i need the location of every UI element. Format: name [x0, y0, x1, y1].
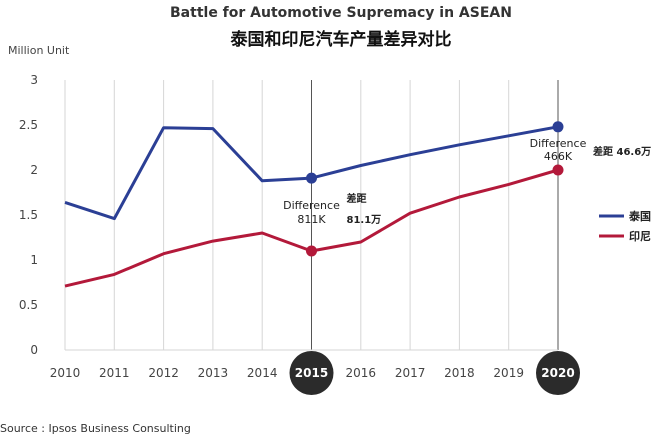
- data-point-2015: [306, 172, 317, 184]
- x-tick-label: 2017: [395, 366, 426, 380]
- data-point-2020: [552, 121, 564, 133]
- data-point-2020: [552, 164, 564, 176]
- legend-label: 印尼: [629, 230, 651, 243]
- y-tick-label: 2.5: [19, 118, 38, 132]
- x-tick-label: 2020: [541, 366, 574, 380]
- x-tick-label: 2014: [247, 366, 278, 380]
- annotation-cn-label: 差距: [347, 192, 367, 205]
- annotation-difference-value: 466K: [544, 150, 573, 163]
- annotation-cn-value: 差距 46.6万: [593, 145, 651, 158]
- x-tick-label: 2015: [295, 366, 328, 380]
- annotation-difference-value: 811K: [297, 213, 326, 226]
- y-tick-label: 0: [30, 343, 38, 357]
- annotation-difference-label: Difference: [530, 137, 587, 150]
- series-lines: [64, 121, 564, 288]
- x-tick-label: 2018: [444, 366, 475, 380]
- x-tick-label: 2010: [50, 366, 81, 380]
- y-tick-label: 0.5: [19, 298, 38, 312]
- highlight-circle-2020: [536, 351, 580, 395]
- x-tick-label: 2013: [198, 366, 229, 380]
- x-tick-label: 2016: [346, 366, 377, 380]
- x-tick-label: 2012: [148, 366, 179, 380]
- y-tick-label: 1: [30, 253, 38, 267]
- legend-label: 泰国: [628, 209, 651, 223]
- x-tick-label: 2011: [99, 366, 130, 380]
- data-point-2015: [306, 245, 317, 257]
- y-tick-label: 2: [30, 163, 38, 177]
- chart-title: Battle for Automotive Supremacy in ASEAN: [170, 5, 512, 21]
- annotation-difference-label: Difference: [283, 199, 340, 212]
- source-note: Source : Ipsos Business Consulting: [0, 422, 191, 435]
- annotation-cn-value: 81.1万: [347, 214, 382, 226]
- y-axis-label: Million Unit: [8, 44, 70, 57]
- x-tick-labels: 2010 2011 2012 2013 2014 2015 2016 2017 2018 2019…: [50, 351, 580, 395]
- x-tick-label: 2019: [493, 366, 524, 380]
- highlight-circle-2015: [289, 351, 334, 395]
- y-tick-label: 1.5: [19, 208, 38, 222]
- y-tick-labels: 0 0.5 1 1.5 2 2.5 3: [19, 73, 38, 357]
- chart-subtitle: 泰国和印尼汽车产量差异对比: [231, 29, 452, 50]
- y-tick-label: 3: [30, 73, 38, 87]
